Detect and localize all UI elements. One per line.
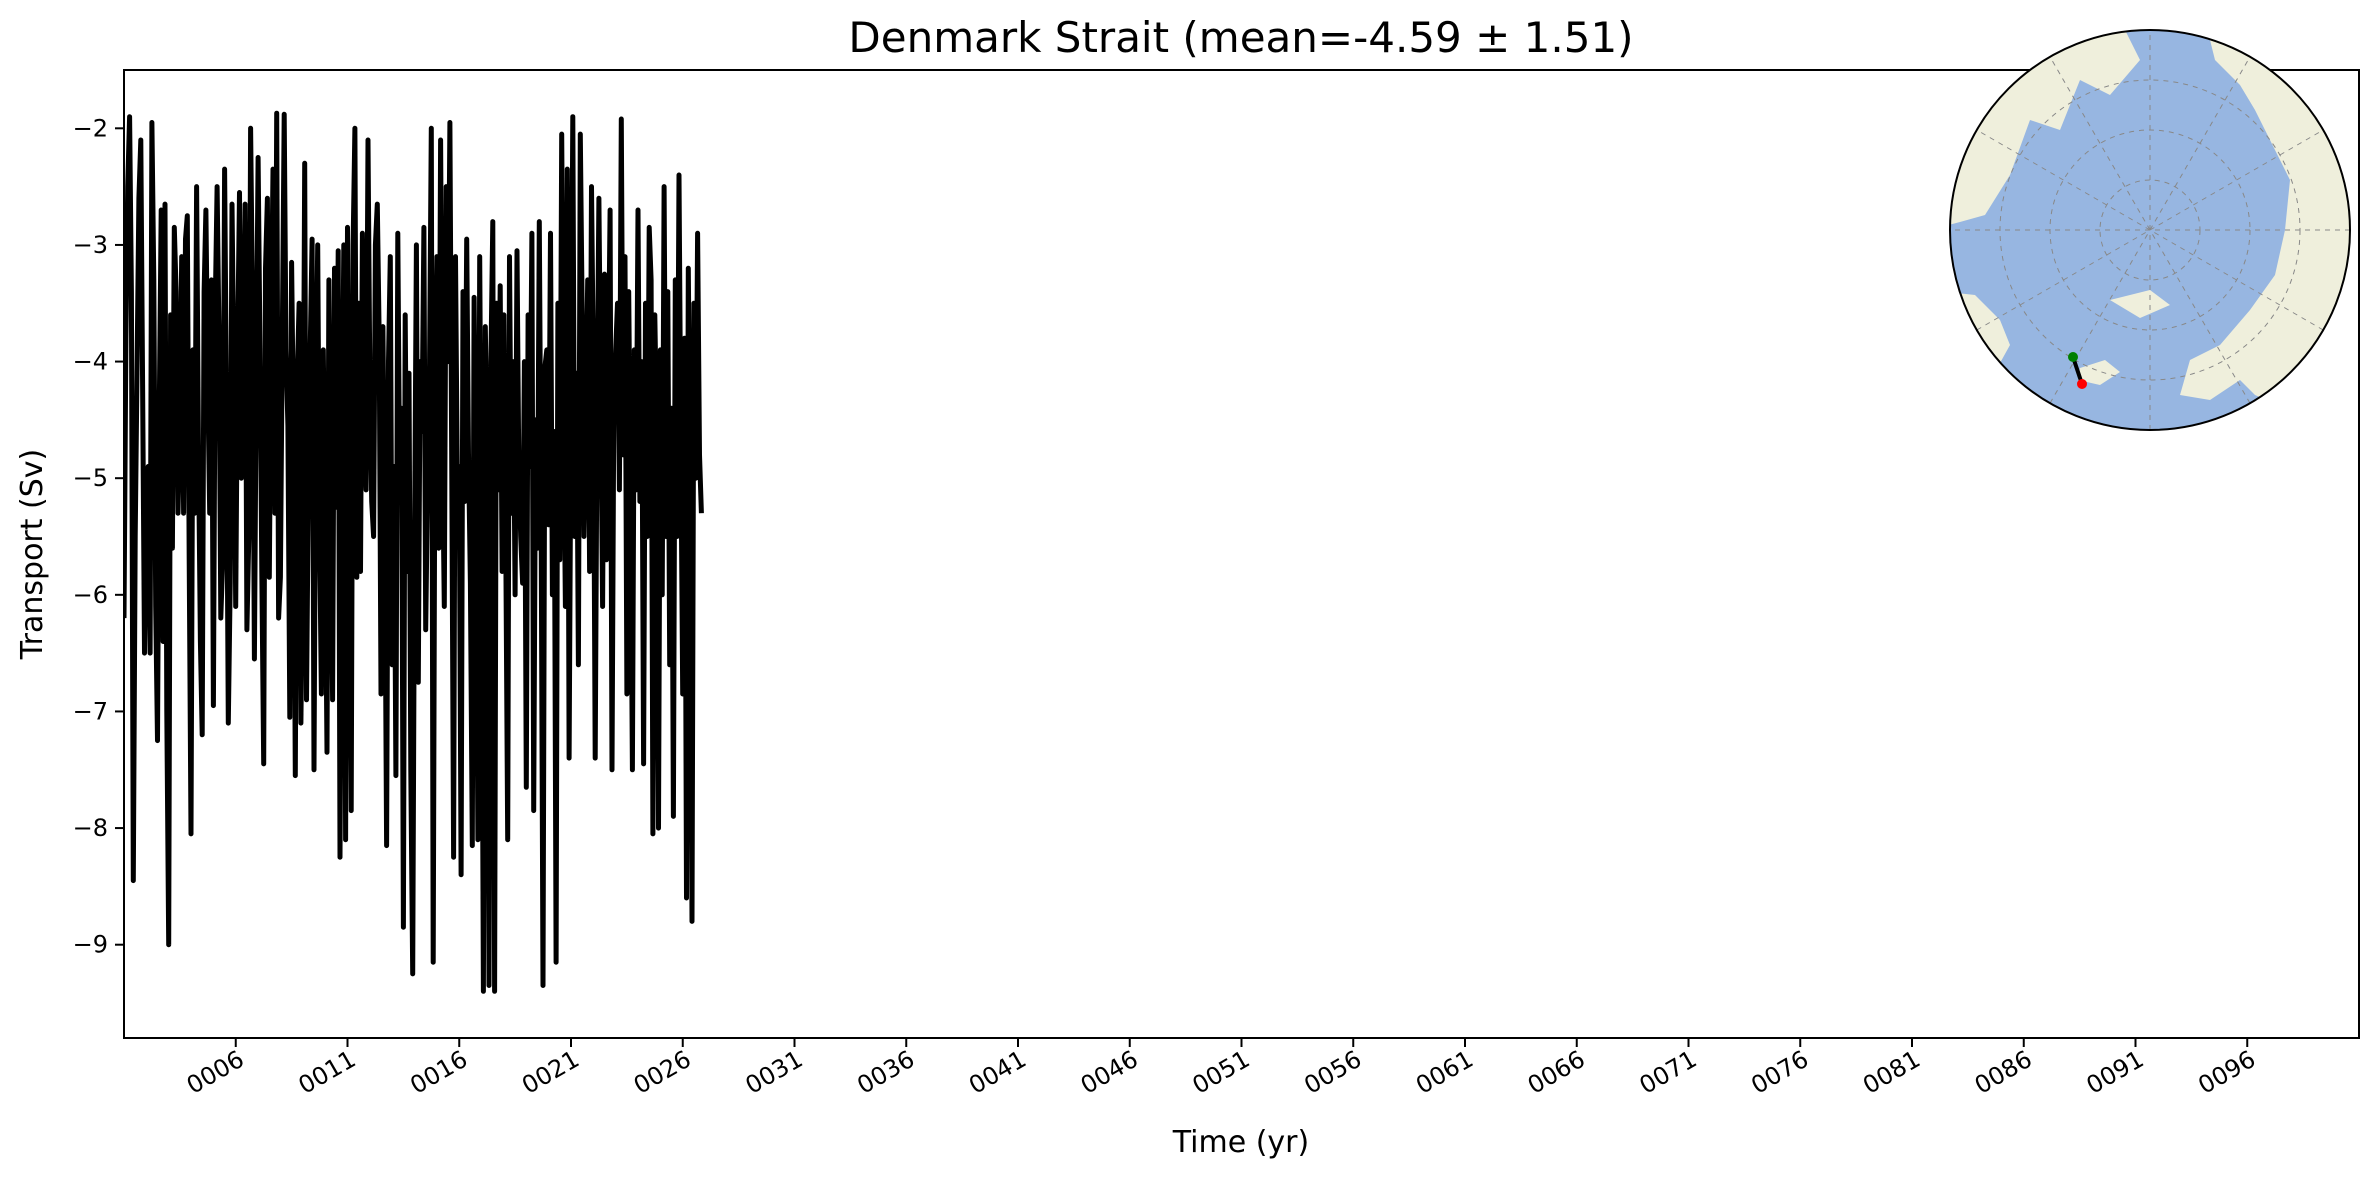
map-border: [1949, 29, 2351, 431]
section-start-marker: [2068, 352, 2078, 362]
x-tick-label: 0006: [182, 1045, 249, 1100]
x-tick-label: 0051: [1188, 1045, 1255, 1100]
y-axis-label: Transport (Sv): [15, 449, 50, 661]
inset-map: [1949, 29, 2351, 431]
x-tick-label: 0036: [852, 1045, 919, 1100]
x-tick-label: 0041: [964, 1045, 1031, 1100]
x-tick-label: 0071: [1635, 1045, 1702, 1100]
section-end-marker: [2077, 379, 2087, 389]
y-tick-label: −6: [73, 581, 108, 609]
y-tick-label: −2: [73, 114, 108, 142]
x-tick-label: 0066: [1523, 1045, 1590, 1100]
y-tick-label: −5: [73, 464, 108, 492]
transport-series-line: [124, 110, 704, 994]
x-tick-label: 0061: [1411, 1045, 1478, 1100]
map-meridian: [1976, 129, 2324, 331]
x-tick-label: 0011: [294, 1045, 361, 1100]
x-tick-label: 0081: [1858, 1045, 1925, 1100]
x-tick-label: 0096: [2193, 1045, 2260, 1100]
x-tick-label: 0091: [2082, 1045, 2149, 1100]
y-tick-label: −9: [73, 931, 108, 959]
x-tick-label: 0026: [629, 1045, 696, 1100]
x-tick-label: 0086: [1970, 1045, 2037, 1100]
x-tick-label: 0056: [1299, 1045, 1366, 1100]
y-tick-label: −8: [73, 814, 108, 842]
x-axis-label: Time (yr): [1172, 1125, 1309, 1160]
x-tick-label: 0021: [517, 1045, 584, 1100]
y-tick-label: −7: [73, 697, 108, 725]
y-axis: −9 −8 −7 −6 −5 −4 −3 −2: [73, 114, 124, 959]
x-axis: 0006 0011 0016 0021 0026 0031 0036 0041 0046 0051…: [182, 1038, 2260, 1100]
map-land: [1950, 30, 2350, 420]
y-tick-label: −4: [73, 348, 108, 376]
chart-title: Denmark Strait (mean=-4.59 ± 1.51): [848, 13, 1633, 62]
x-tick-label: 0076: [1746, 1045, 1813, 1100]
x-tick-label: 0031: [741, 1045, 808, 1100]
x-tick-label: 0016: [405, 1045, 472, 1100]
y-tick-label: −3: [73, 231, 108, 259]
x-tick-label: 0046: [1076, 1045, 1143, 1100]
map-graticule: [1950, 30, 2350, 430]
